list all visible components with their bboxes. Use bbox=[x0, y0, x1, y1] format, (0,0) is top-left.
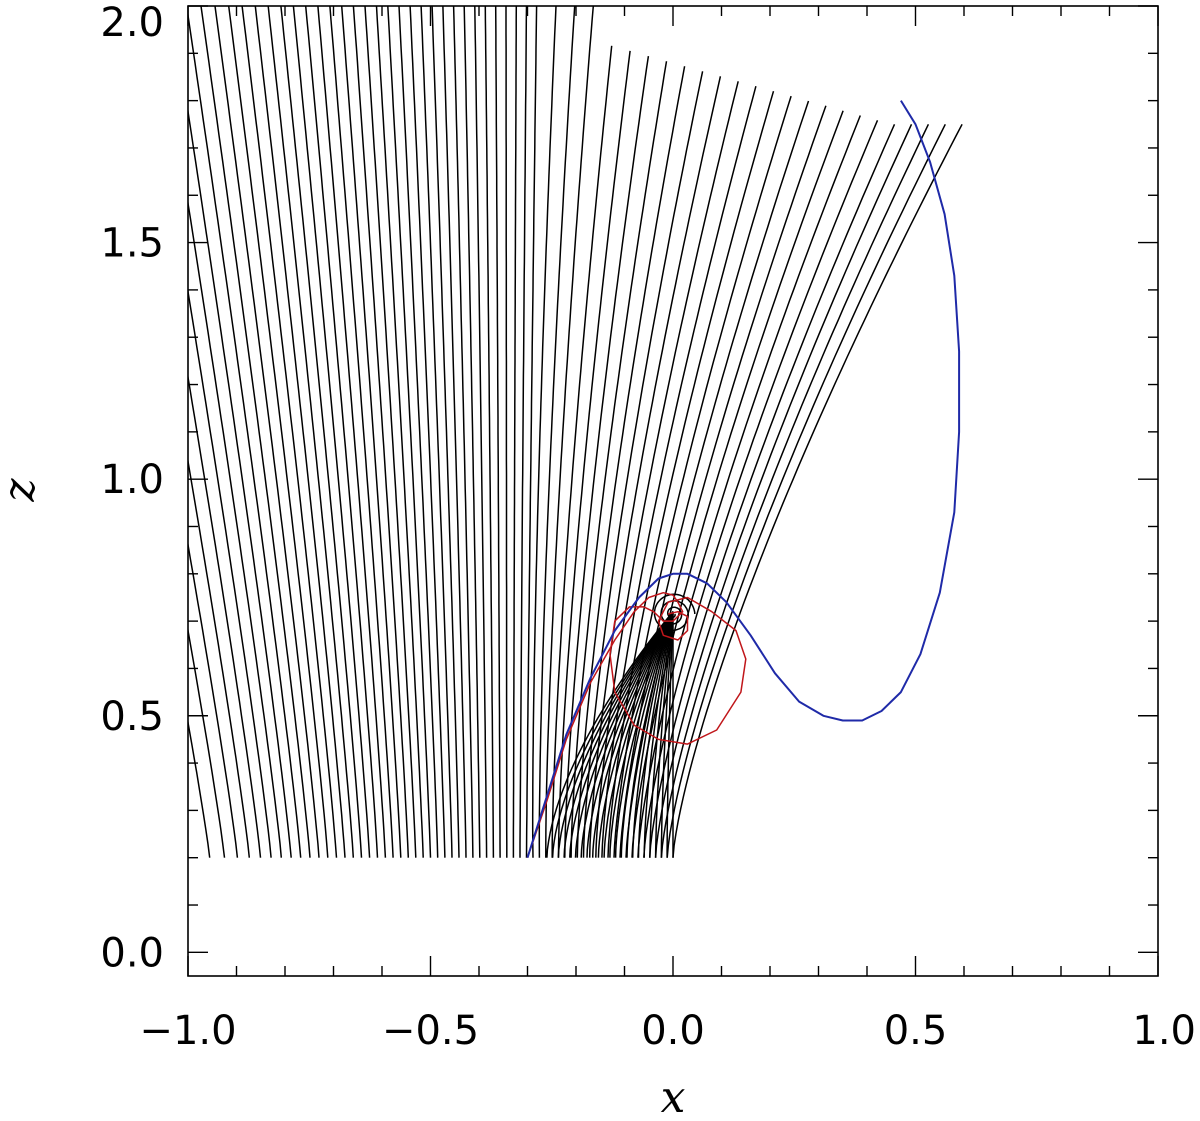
series-layer bbox=[526, 100, 961, 859]
x-tick-label: 1.0 bbox=[1132, 1008, 1196, 1054]
y-axis-title: z bbox=[0, 478, 45, 503]
field-line bbox=[398, 6, 439, 858]
field-line bbox=[631, 110, 844, 858]
field-line bbox=[643, 120, 879, 858]
field-line-fan bbox=[591, 611, 674, 858]
field-line bbox=[188, 540, 239, 858]
field-line bbox=[588, 76, 722, 858]
field-line bbox=[654, 123, 913, 858]
field-line bbox=[666, 123, 946, 858]
field-line bbox=[484, 6, 495, 858]
field-line bbox=[214, 6, 320, 858]
field-line bbox=[452, 6, 474, 858]
x-tick-label: −0.5 bbox=[382, 1008, 479, 1054]
field-line-fan bbox=[546, 611, 674, 858]
field-line bbox=[340, 6, 402, 858]
field-line bbox=[619, 100, 810, 858]
field-line-fan bbox=[626, 611, 674, 858]
field-line bbox=[304, 6, 379, 858]
field-line-fan bbox=[609, 611, 674, 858]
field-line-fan bbox=[551, 611, 674, 858]
field-line bbox=[463, 6, 481, 858]
field-line bbox=[505, 6, 508, 858]
field-line bbox=[188, 10, 302, 858]
field-line bbox=[545, 6, 595, 858]
red-curve bbox=[526, 591, 747, 858]
field-line bbox=[525, 6, 538, 858]
field-line-fan bbox=[557, 611, 674, 858]
null-point-spiral bbox=[653, 593, 696, 632]
field-line bbox=[576, 66, 686, 858]
y-tick-label: 1.5 bbox=[100, 221, 164, 267]
y-tick-label: 0.5 bbox=[100, 694, 164, 740]
field-line bbox=[557, 50, 631, 858]
field-line bbox=[387, 6, 432, 858]
field-line bbox=[431, 6, 460, 858]
field-line bbox=[442, 6, 467, 858]
x-axis-title: x bbox=[661, 1072, 686, 1121]
field-line bbox=[200, 6, 311, 858]
field-line-fan bbox=[563, 611, 674, 858]
field-line bbox=[254, 6, 346, 858]
field-line bbox=[538, 6, 576, 858]
y-tick-label: 1.0 bbox=[100, 457, 164, 503]
field-line-fan bbox=[586, 611, 674, 858]
field-line-fan bbox=[631, 611, 674, 858]
field-line bbox=[570, 61, 668, 858]
field-line-fan bbox=[649, 611, 674, 858]
field-line-fan bbox=[614, 611, 674, 858]
field-line bbox=[364, 6, 417, 858]
x-tick-label: −1.0 bbox=[139, 1008, 236, 1054]
field-line bbox=[227, 6, 329, 858]
field-line-fan bbox=[654, 611, 674, 858]
field-line-fan bbox=[597, 611, 674, 858]
field-line-fan bbox=[580, 611, 674, 858]
field-line bbox=[188, 456, 251, 858]
field-line bbox=[352, 6, 410, 858]
x-tick-label: 0.5 bbox=[884, 1008, 948, 1054]
field-line bbox=[607, 90, 775, 858]
field-line bbox=[551, 45, 613, 858]
field-line bbox=[660, 123, 930, 858]
field-line-fan bbox=[620, 611, 674, 858]
field-line bbox=[267, 6, 355, 858]
field-line bbox=[531, 6, 557, 858]
field-line bbox=[601, 86, 757, 858]
field-line bbox=[409, 6, 446, 858]
field-line bbox=[329, 6, 394, 858]
field-line bbox=[625, 105, 827, 858]
field-line bbox=[241, 6, 338, 858]
field-line bbox=[519, 6, 528, 858]
field-line-fan bbox=[660, 611, 674, 858]
field-line bbox=[280, 6, 363, 858]
field-line bbox=[512, 6, 518, 858]
y-tick-label: 0.0 bbox=[100, 930, 164, 976]
field-line-fan bbox=[603, 611, 674, 858]
field-line-fan bbox=[666, 611, 674, 858]
field-line bbox=[420, 6, 453, 858]
field-line bbox=[613, 95, 792, 858]
field-line bbox=[188, 198, 283, 858]
field-lines bbox=[188, 6, 963, 858]
field-line bbox=[188, 287, 272, 858]
axis-ticks bbox=[187, 5, 1159, 976]
field-line bbox=[474, 6, 488, 858]
field-line bbox=[648, 123, 896, 858]
blue-curve bbox=[526, 100, 961, 859]
field-line bbox=[595, 81, 739, 858]
field-line-fan bbox=[643, 611, 674, 858]
field-line-fan bbox=[569, 611, 674, 858]
y-tick-label: 2.0 bbox=[100, 0, 164, 46]
field-line bbox=[375, 6, 424, 858]
field-line bbox=[317, 6, 387, 858]
field-line bbox=[292, 6, 371, 858]
field-line bbox=[494, 6, 501, 858]
x-tick-label: 0.0 bbox=[641, 1008, 705, 1054]
field-line bbox=[672, 123, 963, 858]
field-line-fan bbox=[574, 611, 674, 858]
tick-labels: −1.0 −0.5 0.0 0.5 1.0 0.0 0.5 1.0 1.5 2.0 bbox=[100, 0, 1196, 1054]
